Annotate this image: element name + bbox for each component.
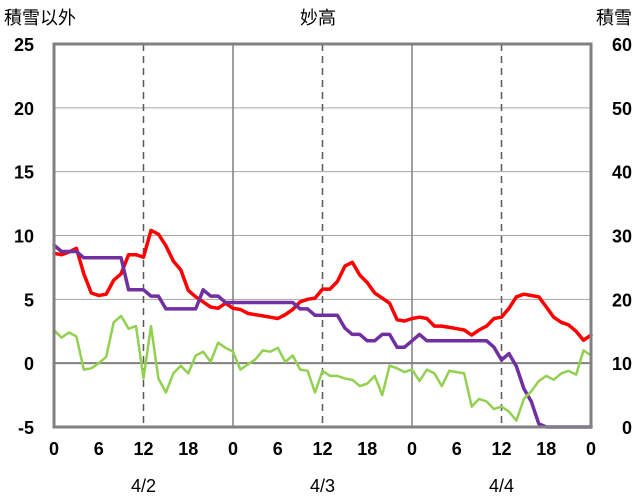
- left-tick-label: 25: [14, 35, 34, 55]
- right-tick-label: 0: [622, 418, 632, 438]
- right-tick-label: 30: [612, 227, 632, 247]
- date-label: 4/3: [310, 476, 335, 496]
- left-tick-label: -5: [18, 418, 34, 438]
- right-axis-label: 積雪: [596, 8, 632, 28]
- date-labels: 4/2 4/3 4/4: [131, 476, 514, 496]
- series-line-2: [52, 243, 593, 429]
- x-tick-label: 0: [49, 439, 59, 459]
- right-y-ticks: 0 10 20 30 40 50 60: [612, 35, 632, 438]
- series-line-3: [52, 314, 593, 422]
- x-tick-label: 18: [357, 439, 377, 459]
- x-tick-label: 12: [133, 439, 153, 459]
- right-tick-label: 10: [612, 354, 632, 374]
- right-tick-label: 60: [612, 35, 632, 55]
- series-lines: [52, 228, 593, 429]
- x-ticks: 0 6 12 18 0 6 12 18 0 6 12 18 0: [49, 439, 596, 459]
- right-tick-label: 40: [612, 163, 632, 183]
- left-tick-label: 5: [24, 290, 34, 310]
- date-label: 4/4: [489, 476, 514, 496]
- x-tick-label: 0: [586, 439, 596, 459]
- left-tick-label: 10: [14, 227, 34, 247]
- date-label: 4/2: [131, 476, 156, 496]
- x-tick-label: 0: [407, 439, 417, 459]
- series-line-1: [52, 228, 593, 342]
- grid: [54, 44, 591, 427]
- right-tick-label: 20: [612, 290, 632, 310]
- left-y-ticks: -5 0 5 10 15 20 25: [14, 35, 34, 438]
- x-tick-label: 6: [452, 439, 462, 459]
- right-tick-label: 50: [612, 99, 632, 119]
- x-tick-label: 6: [94, 439, 104, 459]
- x-tick-label: 12: [491, 439, 511, 459]
- left-axis-label: 積雪以外: [4, 8, 76, 28]
- x-tick-label: 6: [273, 439, 283, 459]
- x-tick-label: 18: [178, 439, 198, 459]
- x-tick-label: 18: [536, 439, 556, 459]
- left-tick-label: 0: [24, 354, 34, 374]
- left-tick-label: 15: [14, 163, 34, 183]
- x-tick-label: 12: [312, 439, 332, 459]
- chart-title: 妙高: [300, 8, 336, 28]
- left-tick-label: 20: [14, 99, 34, 119]
- x-tick-label: 0: [228, 439, 238, 459]
- plot-frame: [52, 42, 593, 429]
